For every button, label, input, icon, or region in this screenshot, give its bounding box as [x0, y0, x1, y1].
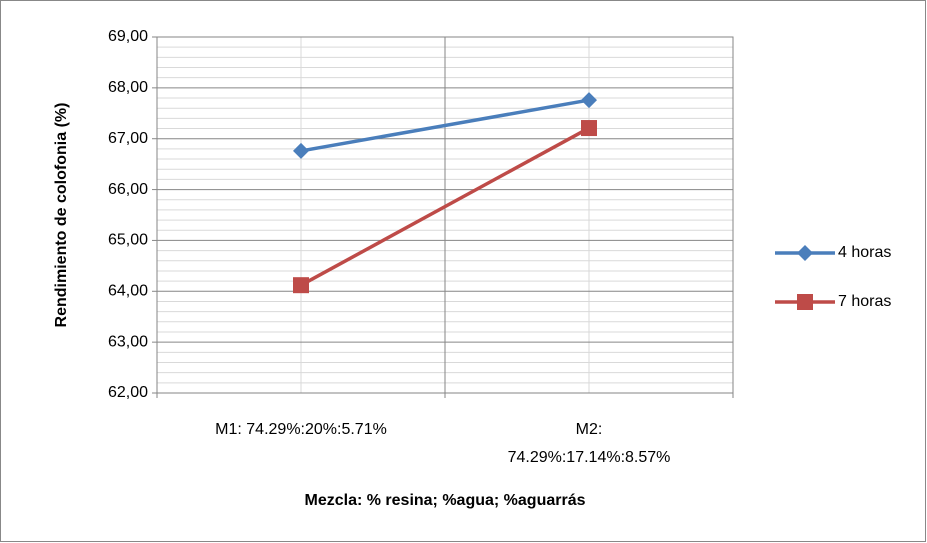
y-tick-label: 63,00 — [108, 333, 148, 350]
legend-marker — [797, 245, 813, 261]
y-tick-label: 65,00 — [108, 232, 148, 249]
x-tick-label: M1: 74.29%:20%:5.71% — [215, 421, 387, 438]
y-tick-label: 69,00 — [108, 28, 148, 45]
y-tick-label: 68,00 — [108, 79, 148, 96]
legend-marker — [797, 294, 813, 310]
y-tick-label: 62,00 — [108, 384, 148, 401]
marker — [581, 92, 597, 109]
y-tick-label: 64,00 — [108, 283, 148, 300]
series-line — [300, 98, 590, 153]
y-tick-label: 66,00 — [108, 181, 148, 198]
legend-label: 4 horas — [838, 244, 891, 261]
x-tick-label: M2: 74.29%:17.14%:8.57% — [508, 421, 671, 466]
marker — [581, 120, 597, 137]
marker — [293, 142, 309, 159]
marker — [293, 277, 309, 294]
x-axis-title: Mezcla: % resina; %agua; %aguarrás — [305, 492, 586, 509]
y-axis-title: Rendimiento de colofonia (%) — [53, 103, 70, 328]
y-tick-label: 67,00 — [108, 130, 148, 147]
legend-label: 7 horas — [838, 293, 891, 310]
series-line — [300, 126, 590, 287]
